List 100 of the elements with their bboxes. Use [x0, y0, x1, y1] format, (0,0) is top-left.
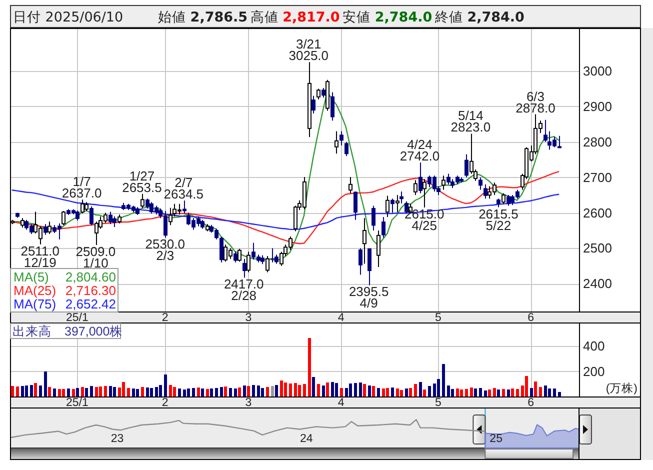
annotation: 1/7 2637.0: [62, 174, 102, 201]
bar: [192, 388, 195, 397]
annotation: 1/27 2653.5: [122, 168, 162, 195]
bar: [247, 386, 250, 397]
bar: [187, 388, 190, 397]
text: 始値 2,786.5: [158, 10, 248, 26]
bar: [25, 386, 28, 397]
bar: [386, 388, 389, 397]
candlestick: [234, 251, 238, 263]
annotation: 3/21 3025.0: [288, 36, 329, 64]
annotation: 6/3 2878.0: [516, 88, 556, 116]
bar: [484, 390, 487, 397]
candlestick: [340, 130, 344, 146]
candlestick: [382, 216, 386, 238]
y-tick-label: 2500: [583, 240, 612, 256]
bar: [298, 384, 301, 397]
bar: [442, 364, 445, 397]
candlestick: [362, 218, 366, 264]
bar: [169, 384, 172, 397]
bar: [39, 385, 42, 397]
x-tick-label: 6: [528, 397, 534, 409]
bar: [238, 387, 241, 397]
bar: [220, 387, 223, 397]
bar: [396, 388, 399, 397]
bar: [280, 380, 283, 397]
text: 高値 2,817.0: [250, 10, 340, 26]
candlestick: [242, 258, 246, 278]
x-tick-label: 5: [435, 397, 442, 409]
bar: [150, 388, 153, 397]
candlestick: [422, 178, 426, 208]
candlestick: [478, 176, 482, 190]
candlestick: [168, 207, 172, 226]
bar: [48, 387, 51, 397]
bar: [224, 386, 227, 397]
annotation: 2615.5 5/22: [478, 206, 518, 233]
y-tick-label: 2600: [583, 205, 612, 220]
bar: [322, 386, 325, 397]
bar: [178, 388, 181, 397]
candlestick: [48, 221, 52, 235]
bar: [447, 386, 450, 397]
bar: [234, 388, 237, 397]
bar: [76, 388, 79, 397]
bar: [335, 382, 338, 397]
bar: [90, 386, 93, 397]
bar: [215, 388, 218, 397]
x-tick-label: 6: [528, 312, 534, 324]
bar: [382, 388, 385, 397]
bar: [414, 384, 417, 397]
bar: [58, 389, 61, 397]
bar: [109, 386, 112, 397]
candlestick: [348, 176, 352, 194]
candlestick: [108, 211, 112, 225]
x-tick-label: 2: [162, 397, 168, 409]
annotation: 4/24 2742.0: [400, 136, 440, 164]
bar: [72, 388, 75, 397]
bar: [275, 384, 278, 397]
annotation: 2/7 2634.5: [164, 175, 204, 202]
bar: [511, 388, 514, 397]
bar: [553, 388, 556, 397]
candlestick: [344, 141, 348, 157]
annotation: 2530.0 2/3: [145, 236, 186, 264]
x-tick-label: 3: [245, 312, 252, 324]
bar: [354, 382, 357, 397]
bar: [99, 386, 102, 397]
bar: [534, 382, 537, 397]
bar: [122, 382, 125, 397]
text: 終値 2,784.0: [434, 10, 524, 26]
text: MA(25) 2,716.30: [14, 282, 116, 298]
candlestick: [266, 256, 270, 273]
bar: [377, 388, 380, 397]
bar: [44, 371, 47, 397]
bar: [428, 386, 431, 397]
bar: [331, 382, 334, 397]
bar: [104, 386, 107, 397]
candlestick: [358, 248, 362, 276]
bar: [312, 377, 315, 397]
bar: [21, 386, 24, 397]
candlestick: [334, 130, 338, 154]
bar: [261, 388, 264, 397]
candlestick: [502, 192, 506, 204]
bar: [146, 388, 149, 397]
candlestick: [182, 200, 186, 214]
candlestick: [484, 184, 488, 200]
bar: [289, 384, 292, 397]
bar: [271, 386, 274, 397]
annotation: 2395.5 4/9: [348, 284, 389, 311]
candlestick: [418, 162, 422, 194]
candlestick: [76, 210, 80, 222]
candlestick: [220, 236, 224, 263]
annotation: 5/14 2823.0: [450, 108, 491, 135]
bar: [201, 388, 204, 397]
bar: [502, 388, 505, 397]
chart-title: 出来高 397,000株: [12, 324, 123, 338]
text: 安値 2,784.0: [342, 10, 432, 26]
bar: [317, 384, 320, 397]
x-tick-label: 4: [338, 312, 345, 324]
bar: [437, 379, 440, 397]
bar: [67, 388, 70, 397]
bar: [159, 384, 162, 397]
text: MA(75) 2,652.42: [14, 296, 116, 311]
